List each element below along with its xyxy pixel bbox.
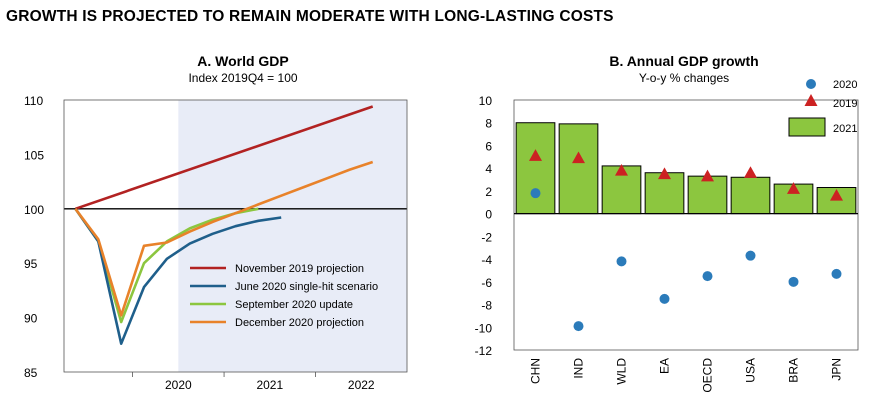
legend-swatch-2020	[806, 79, 816, 89]
y-axis-tick-label: 4	[485, 162, 492, 176]
marker-2019	[658, 167, 671, 180]
category-label: CHN	[529, 358, 543, 384]
world-gdp-line-chart: A. World GDP Index 2019Q4 = 100 85 90 95 10…	[24, 53, 408, 392]
y-axis-tick-label: -6	[481, 276, 492, 290]
y-axis-tick-label: 8	[485, 117, 492, 131]
page-title: GROWTH IS PROJECTED TO REMAIN MODERATE W…	[6, 8, 614, 25]
y-axis-tick-label: -12	[475, 344, 493, 358]
category-label: EA	[658, 358, 672, 374]
marker-2020	[659, 293, 670, 304]
series-line-nov2019	[74, 105, 374, 211]
annual-gdp-growth-bar-chart: B. Annual GDP growth Y-o-y % changes 10 8…	[475, 53, 859, 393]
category-label: WLD	[615, 358, 629, 385]
legend-label-sep2020: September 2020 update	[235, 299, 353, 311]
y-axis-tick-label: 10	[479, 94, 493, 108]
x-axis-tick-label: 2021	[256, 378, 283, 392]
bar-2021	[558, 123, 599, 215]
marker-2020	[831, 268, 842, 279]
marker-2019	[744, 166, 757, 178]
bar-2021	[687, 175, 728, 215]
marker-2020	[702, 271, 713, 282]
world-gdp-chart-title: A. World GDP	[197, 53, 289, 69]
x-axis-tick-label: 2020	[165, 378, 192, 392]
y-axis-tick-label: 0	[485, 208, 492, 222]
category-label: IND	[572, 358, 586, 379]
y-axis-tick-label: -10	[475, 321, 493, 335]
y-axis-tick-label: 90	[24, 312, 38, 326]
legend-label-2019: 2019	[833, 98, 857, 110]
series-line-jun2020	[74, 208, 282, 346]
projection-period-shade	[178, 100, 407, 372]
bar-2021	[515, 122, 556, 215]
legend-label-jun2020: June 2020 single-hit scenario	[235, 281, 378, 293]
y-axis-tick-label: -4	[481, 253, 492, 267]
legend-label-nov2019: November 2019 projection	[235, 263, 364, 275]
marker-2020	[573, 321, 584, 332]
gdp-growth-chart-subtitle: Y-o-y % changes	[639, 71, 729, 85]
gdp-growth-chart-title: B. Annual GDP growth	[609, 53, 758, 69]
marker-2020	[616, 256, 627, 267]
marker-2020	[530, 188, 541, 199]
marker-2019	[830, 188, 843, 201]
marker-2019	[787, 182, 800, 194]
legend-label-dec2020: December 2020 projection	[235, 317, 364, 329]
y-axis-tick-label: -2	[481, 230, 492, 244]
y-axis-tick-label: 105	[24, 148, 44, 162]
plot-frame	[513, 99, 859, 351]
marker-2019	[529, 149, 542, 161]
y-axis-tick-label: 100	[24, 203, 44, 217]
y-axis-tick-label: 85	[24, 366, 38, 380]
legend-label-2021: 2021	[833, 123, 857, 135]
legend-label-2020: 2020	[833, 79, 857, 91]
legend-swatch-2021	[788, 117, 826, 137]
plot-frame	[63, 99, 408, 373]
bar-2021	[730, 176, 771, 215]
y-axis-tick-label: 110	[24, 94, 43, 108]
y-axis-tick-label: 6	[485, 139, 492, 153]
marker-2019	[572, 151, 585, 164]
category-label: JPN	[830, 358, 844, 381]
series-line-dec2020	[74, 160, 374, 317]
category-label: OECD	[701, 358, 715, 393]
y-axis-tick-label: 95	[24, 257, 38, 271]
y-axis-tick-label: -8	[481, 299, 492, 313]
marker-2020	[788, 276, 799, 287]
marker-2019	[701, 169, 714, 182]
world-gdp-chart-subtitle: Index 2019Q4 = 100	[188, 71, 297, 85]
y-axis-tick-label: 2	[485, 185, 492, 199]
legend-swatch-2019	[804, 94, 818, 106]
category-label: BRA	[787, 358, 801, 383]
marker-2020	[745, 250, 756, 261]
category-label: USA	[744, 358, 758, 383]
x-axis-tick-label: 2022	[348, 378, 375, 392]
marker-2019	[615, 163, 628, 176]
